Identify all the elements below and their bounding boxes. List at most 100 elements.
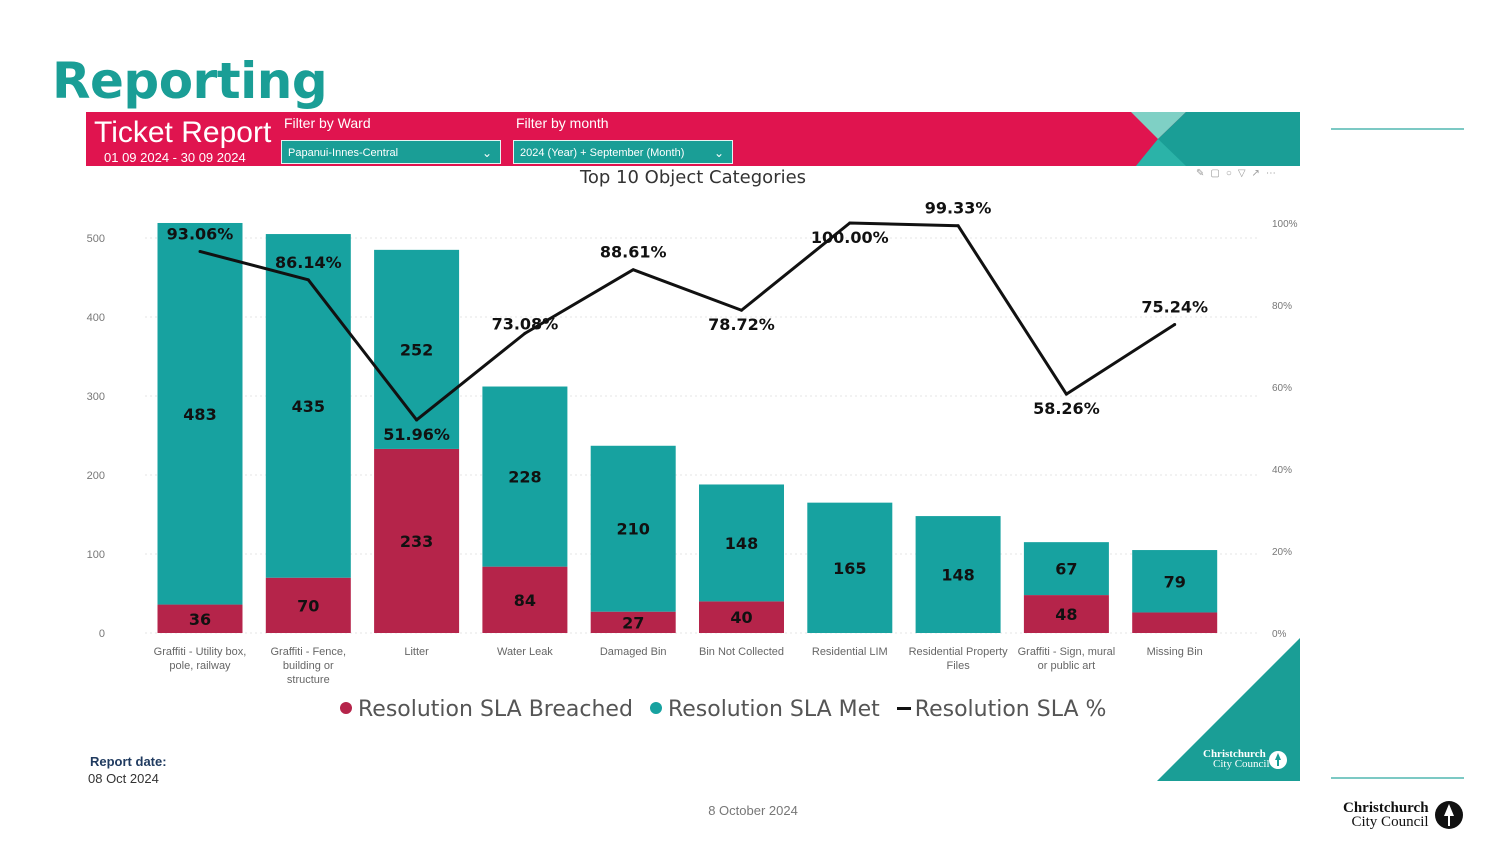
- line-point: [740, 308, 743, 312]
- month-filter-label: Filter by month: [516, 115, 609, 131]
- bar-met: [915, 516, 1001, 633]
- report-title: Ticket Report: [94, 116, 272, 149]
- chevron-down-icon: ⌄: [481, 146, 492, 160]
- data-label-sla-percent: 100.00%: [811, 228, 889, 247]
- decorative-line-top: [1331, 128, 1464, 130]
- slide-title: Reporting: [52, 52, 328, 110]
- bar-breached: [590, 611, 676, 633]
- bar-met: [590, 445, 676, 612]
- data-label-met: 228: [508, 468, 541, 487]
- line-point: [198, 249, 202, 253]
- line-sla-percent: [199, 221, 1176, 422]
- bar-breached: [157, 604, 243, 633]
- chart-title: Top 10 Object Categories: [579, 167, 807, 188]
- report-date-value: 08 Oct 2024: [88, 771, 159, 786]
- report-date-label: Report date:: [90, 754, 167, 769]
- y-axis-tick-label: 100: [87, 549, 105, 561]
- y2-axis-tick-label: 40%: [1272, 465, 1292, 476]
- corner-logo-line1: Christchurch: [1203, 748, 1266, 760]
- ward-filter-value: Papanui-Innes-Central: [288, 147, 399, 159]
- bar-met: [157, 222, 243, 605]
- data-label-met: 148: [725, 534, 758, 553]
- y-axis-tick-label: 500: [87, 233, 105, 245]
- data-label-sla-percent: 93.06%: [167, 224, 234, 243]
- data-label-sla-percent: 58.26%: [1033, 399, 1100, 418]
- data-label-breached: 40: [730, 608, 752, 627]
- legend-label-breached: Resolution SLA Breached: [358, 697, 633, 722]
- legend-item-met[interactable]: Resolution SLA Met: [649, 697, 880, 722]
- bar-met: [374, 249, 460, 449]
- y2-axis-tick-label: 80%: [1272, 301, 1292, 312]
- x-axis-category-label: Graffiti - Utility box,: [154, 646, 247, 658]
- legend-marker-line: [896, 707, 911, 710]
- x-axis-category-label: structure: [287, 674, 330, 686]
- data-label-sla-percent: 78.72%: [708, 315, 775, 334]
- x-axis-category-label: Missing Bin: [1147, 646, 1203, 658]
- council-logo: Christchurch City Council: [1343, 800, 1429, 830]
- legend-marker-breached: [340, 702, 352, 714]
- report-header-banner: Ticket Report 01 09 2024 - 30 09 2024 Fi…: [86, 112, 1300, 166]
- y2-axis-tick-label: 60%: [1272, 383, 1292, 394]
- ward-filter-label: Filter by Ward: [284, 115, 371, 131]
- x-axis-category-label: Bin Not Collected: [699, 646, 784, 658]
- data-label-sla-percent: 99.33%: [925, 199, 992, 218]
- data-label-met: 483: [183, 405, 216, 424]
- bar-met: [1023, 542, 1109, 596]
- logo-line1: Christchurch: [1343, 800, 1429, 816]
- bar-met: [482, 386, 568, 567]
- data-label-breached: 27: [622, 613, 644, 632]
- data-label-met: 67: [1055, 560, 1077, 579]
- line-point: [631, 268, 635, 272]
- data-label-sla-percent: 88.61%: [600, 243, 667, 262]
- bar-met: [1132, 550, 1218, 613]
- x-axis-category-label: Litter: [404, 646, 429, 658]
- data-label-sla-percent: 51.96%: [383, 425, 450, 444]
- visual-header-icons[interactable]: ✎▢○▽↗⋯: [1196, 168, 1282, 179]
- bar-met: [807, 502, 893, 633]
- x-axis-category-label: pole, railway: [169, 660, 231, 672]
- data-label-met: 165: [833, 559, 866, 578]
- corner-logo-line2: City Council: [1213, 758, 1270, 770]
- bar-breached: [265, 577, 351, 633]
- bar-breached: [482, 566, 568, 633]
- data-label-met: 148: [941, 566, 974, 585]
- data-label-met: 210: [616, 520, 649, 539]
- line-point: [1064, 392, 1068, 396]
- decorative-line-bottom: [1331, 777, 1464, 779]
- x-axis-category-label: building or: [283, 660, 334, 672]
- data-label-breached: 48: [1055, 605, 1077, 624]
- x-axis-category-label: Residential Property: [909, 646, 1009, 658]
- line-point: [415, 418, 419, 422]
- bar-met: [699, 484, 784, 602]
- ward-filter-dropdown[interactable]: Papanui-Innes-Central ⌄: [281, 140, 501, 164]
- line-point: [956, 224, 960, 228]
- legend-label-sla-percent: Resolution SLA %: [914, 697, 1107, 722]
- bar-breached: [699, 601, 784, 633]
- legend-item-breached[interactable]: Resolution SLA Breached: [340, 697, 633, 722]
- month-filter-dropdown[interactable]: 2024 (Year) + September (Month) ⌄: [513, 140, 733, 164]
- report-date-range: 01 09 2024 - 30 09 2024: [104, 150, 246, 165]
- data-label-sla-percent: 73.08%: [492, 314, 559, 333]
- bar-breached: [1023, 595, 1109, 633]
- line-point: [523, 331, 527, 335]
- legend-item-sla-percent[interactable]: Resolution SLA %: [896, 697, 1107, 722]
- x-axis-category-label: Damaged Bin: [600, 646, 667, 658]
- bar-met: [265, 234, 351, 578]
- x-axis-category-label: or public art: [1038, 660, 1095, 672]
- x-axis-category-label: Residential LIM: [812, 646, 888, 658]
- data-label-sla-percent: 75.24%: [1141, 298, 1208, 317]
- data-label-breached: 70: [297, 596, 319, 615]
- bar-breached: [374, 448, 460, 633]
- data-label-met: 252: [400, 340, 433, 359]
- y2-axis-tick-label: 100%: [1272, 219, 1298, 230]
- council-emblem-icon: [1435, 801, 1463, 829]
- corner-council-logo: Christchurch City Council: [1203, 748, 1270, 770]
- data-label-met: 79: [1164, 572, 1186, 591]
- y-axis-tick-label: 300: [87, 391, 105, 403]
- y-axis-tick-label: 400: [87, 312, 105, 324]
- y2-axis-tick-label: 20%: [1272, 547, 1292, 558]
- data-label-breached: 36: [189, 610, 211, 629]
- y2-axis-tick-label: 0%: [1272, 629, 1287, 640]
- data-label-met: 435: [292, 397, 325, 416]
- x-axis-category-label: Graffiti - Sign, mural: [1018, 646, 1116, 658]
